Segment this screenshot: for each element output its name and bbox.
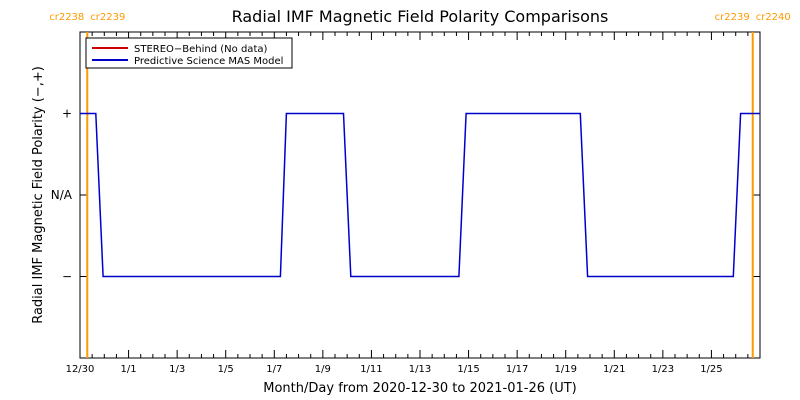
series-line-mas-model bbox=[80, 112, 760, 278]
y-axis-label: Radial IMF Magnetic Field Polarity (−,+) bbox=[31, 66, 46, 324]
y-tick-label: N/A bbox=[51, 188, 73, 202]
x-tick-label: 1/23 bbox=[652, 364, 674, 375]
x-tick-label: 1/17 bbox=[506, 364, 528, 375]
x-tick-label: 1/19 bbox=[554, 364, 576, 375]
x-tick-label: 1/13 bbox=[409, 364, 431, 375]
x-tick-label: 1/11 bbox=[360, 364, 382, 375]
x-tick-label: 1/25 bbox=[700, 364, 722, 375]
x-axis-label: Month/Day from 2020-12-30 to 2021-01-26 … bbox=[263, 381, 576, 396]
chart-title: Radial IMF Magnetic Field Polarity Compa… bbox=[232, 7, 609, 26]
x-tick-label: 1/3 bbox=[169, 364, 185, 375]
y-tick-label: + bbox=[62, 107, 72, 121]
legend-entry-label: STEREO−Behind (No data) bbox=[134, 44, 267, 55]
x-tick-label: 1/7 bbox=[266, 364, 282, 375]
x-tick-label: 1/9 bbox=[315, 364, 331, 375]
legend-entry-label: Predictive Science MAS Model bbox=[134, 56, 283, 67]
plot-area: 12/30 1/1 1/3 1/5 1/7 1/9 1/11 1/13 1/15 1/17 1/19… bbox=[49, 12, 791, 375]
x-tick-label: 1/21 bbox=[603, 364, 625, 375]
y-tick-label: − bbox=[62, 270, 72, 284]
x-tick-label: 12/30 bbox=[66, 364, 95, 375]
carrington-label-right: cr2239 bbox=[90, 12, 125, 23]
carrington-label-right: cr2240 bbox=[756, 12, 791, 23]
x-tick-label: 1/5 bbox=[218, 364, 234, 375]
legend-box bbox=[85, 37, 293, 69]
x-tick-label: 1/1 bbox=[121, 364, 137, 375]
carrington-label-left: cr2238 bbox=[49, 12, 84, 23]
carrington-label-left: cr2239 bbox=[715, 12, 750, 23]
x-tick-label: 1/15 bbox=[457, 364, 479, 375]
